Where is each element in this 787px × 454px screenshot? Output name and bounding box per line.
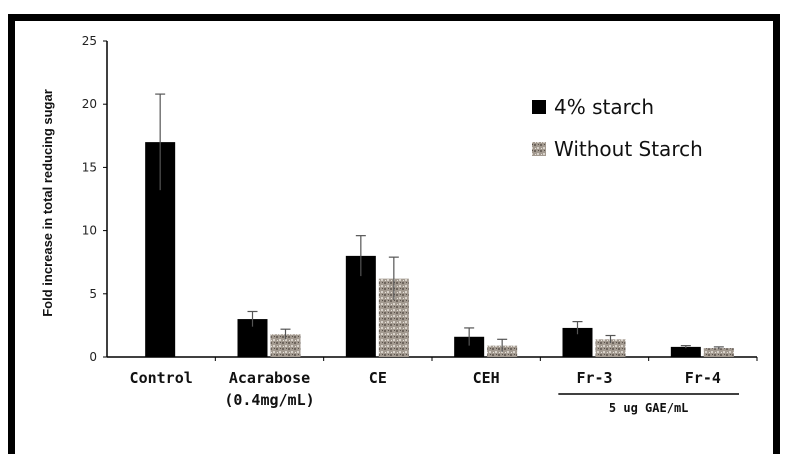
annotation-text: 5 ug GAE/mL xyxy=(609,401,688,415)
y-tick-label: 5 xyxy=(89,287,97,301)
y-tick-label: 0 xyxy=(89,350,97,364)
y-tick-label: 10 xyxy=(82,224,97,238)
legend-label: 4% starch xyxy=(554,95,654,119)
y-tick-label: 15 xyxy=(82,160,97,174)
x-category-label: CEH xyxy=(473,369,500,387)
legend-swatch xyxy=(532,100,546,114)
x-category-label: Acarabose xyxy=(229,369,310,387)
bar-without-starch xyxy=(704,348,734,357)
y-tick-label: 20 xyxy=(82,97,97,111)
x-category-label: Control xyxy=(130,369,193,387)
legend-label: Without Starch xyxy=(554,137,703,161)
labels: 0 5 10 15 20 25 Fold increase in total reducin… xyxy=(40,34,739,415)
y-axis-title: Fold increase in total reducing sugar xyxy=(40,89,55,317)
x-category-label: Fr-3 xyxy=(576,369,612,387)
legend-swatch xyxy=(532,142,546,156)
y-tick-label: 25 xyxy=(82,34,97,48)
x-category-label: Fr-4 xyxy=(685,369,721,387)
bar-starch xyxy=(671,347,701,357)
x-category-label: CE xyxy=(369,369,387,387)
axes xyxy=(103,41,757,361)
legend: 4% starch Without Starch xyxy=(532,95,703,161)
bar-chart: 0 5 10 15 20 25 Fold increase in total reducin… xyxy=(0,0,787,441)
chart-frame: 0 5 10 15 20 25 Fold increase in total reducin… xyxy=(0,0,787,441)
x-category-label-line2: (0.4mg/mL) xyxy=(224,391,314,409)
bars xyxy=(145,94,734,357)
